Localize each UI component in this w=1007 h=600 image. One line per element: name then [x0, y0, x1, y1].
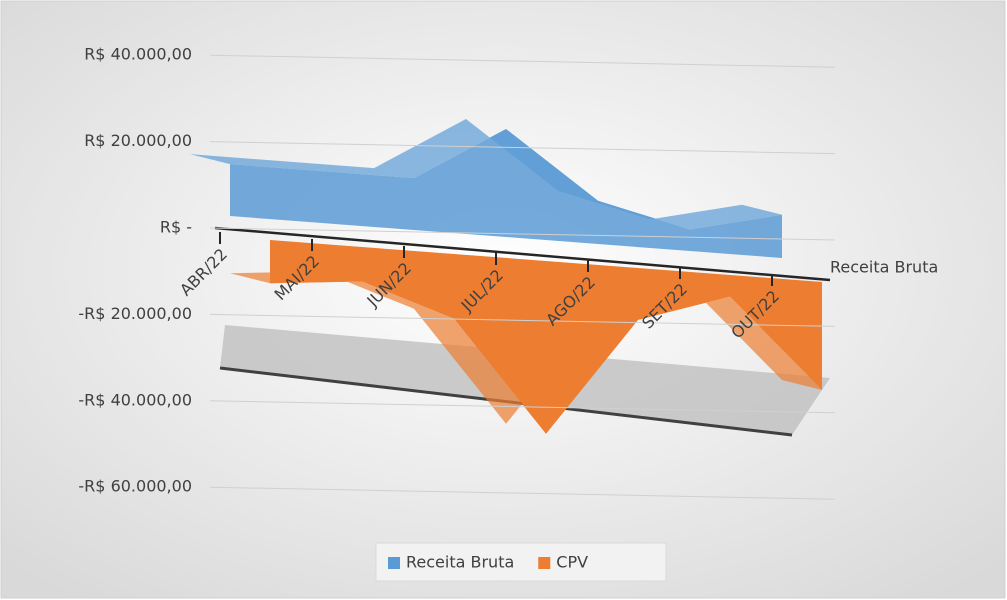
- y-tick-label: R$ -: [160, 218, 192, 237]
- grid-line: [209, 141, 836, 155]
- area: [230, 129, 782, 258]
- grid-line: [209, 400, 836, 414]
- legend-label: CPV: [556, 553, 588, 572]
- y-tick-label: R$ 40.000,00: [84, 45, 192, 64]
- grid-line: [209, 313, 836, 327]
- grid-line: [209, 486, 836, 500]
- grid-line: [209, 54, 836, 68]
- x-axis: [214, 226, 831, 282]
- y-tick-label: -R$ 60.000,00: [78, 477, 192, 496]
- y-tick-label: R$ 20.000,00: [84, 131, 192, 150]
- y-tick-label: -R$ 40.000,00: [78, 390, 192, 409]
- area: [270, 240, 822, 434]
- grid-line: [209, 227, 836, 241]
- y-tick-label: -R$ 20.000,00: [78, 304, 192, 323]
- legend: [375, 542, 667, 582]
- depth-axis-label: Receita Bruta: [830, 258, 938, 277]
- plot: [190, 119, 831, 434]
- area-depth: [190, 119, 782, 230]
- legend-swatch: [388, 557, 400, 569]
- legend-label: Receita Bruta: [406, 553, 514, 572]
- legend-swatch: [538, 557, 551, 569]
